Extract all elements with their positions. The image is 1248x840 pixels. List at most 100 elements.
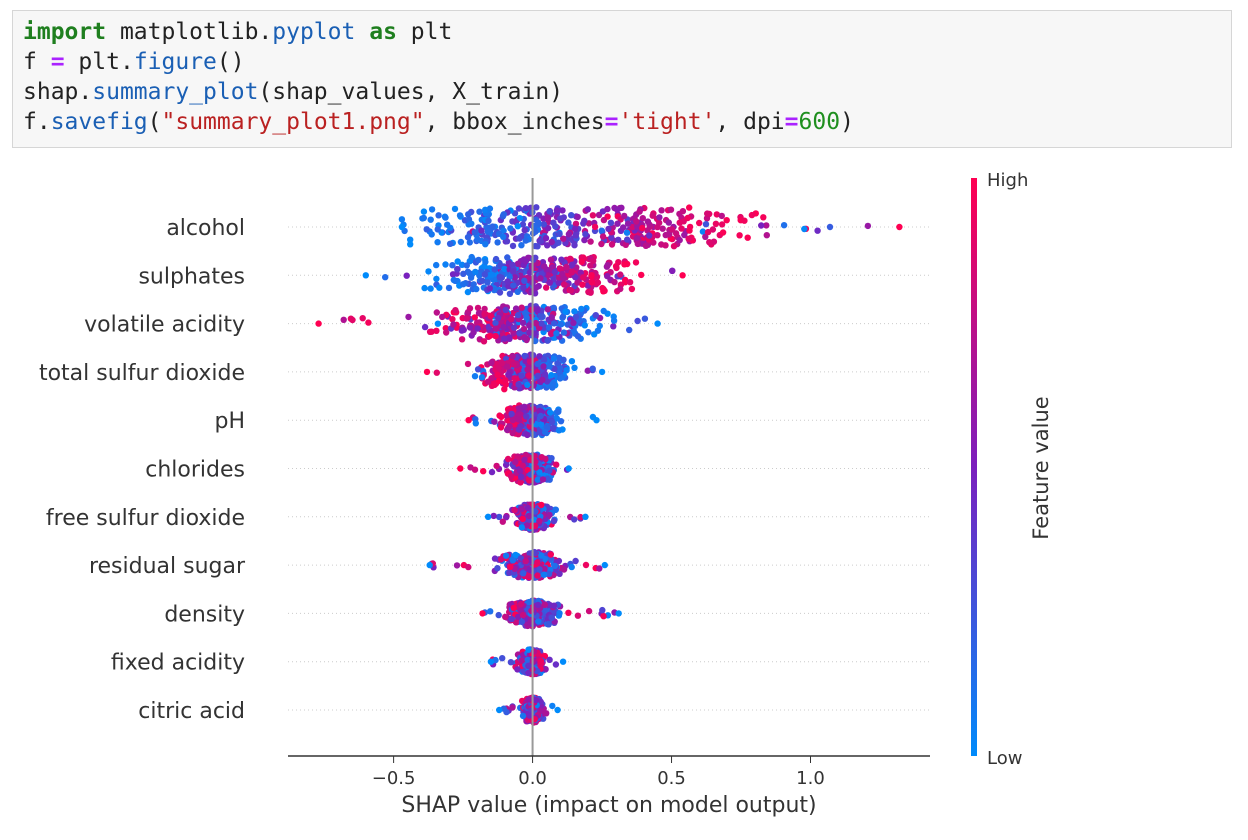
shap-dot: [626, 326, 633, 334]
shap-dot: [465, 417, 472, 424]
shap-dot: [512, 458, 519, 466]
shap-dot: [518, 372, 525, 379]
shap-dot: [634, 223, 641, 230]
code-token: "summary_plot1.png": [161, 109, 425, 135]
shap-dot: [763, 222, 770, 229]
shap-dot: [736, 232, 743, 239]
shap-dot: [525, 512, 533, 520]
shap-dot: [634, 317, 641, 325]
shap-dot: [557, 265, 564, 272]
shap-dot: [548, 238, 555, 246]
shap-dot: [507, 473, 515, 480]
shap-dot: [476, 208, 483, 215]
code-token: plt: [396, 19, 453, 45]
shap-dot: [668, 226, 676, 233]
code-line: shap.summary_plot(shap_values, X_train): [23, 77, 1221, 107]
shap-dot: [560, 235, 567, 242]
shap-dot: [565, 609, 572, 616]
shap-dot: [615, 236, 622, 243]
shap-dot: [547, 551, 554, 558]
shap-dot: [744, 234, 751, 241]
code-token: savefig: [50, 109, 148, 135]
shap-dot: [442, 261, 449, 268]
shap-dot: [497, 424, 505, 431]
feature-label: volatile acidity: [84, 313, 245, 338]
shap-dot: [544, 306, 551, 313]
shap-dot: [639, 224, 646, 232]
shap-dot: [480, 338, 488, 345]
shap-dot: [537, 657, 545, 665]
shap-dot: [622, 276, 629, 284]
shap-dot: [601, 287, 608, 294]
shap-dot: [525, 646, 532, 653]
shap-dot: [512, 305, 520, 312]
shap-dot: [495, 513, 503, 521]
shap-dot: [587, 262, 594, 269]
shap-dot: [471, 466, 479, 473]
shap-dot: [340, 316, 347, 323]
colorbar: [971, 178, 977, 756]
shap-dot: [542, 666, 549, 673]
x-tick-label: 0.5: [657, 768, 686, 789]
shap-dot: [509, 704, 516, 711]
shap-dot: [679, 208, 687, 215]
shap-dot: [535, 219, 542, 226]
shap-dot: [501, 386, 508, 393]
shap-dot: [718, 221, 726, 228]
shap-dot: [478, 227, 485, 234]
shap-dot: [524, 381, 531, 389]
shap-dot: [525, 572, 533, 579]
shap-dot: [526, 358, 534, 365]
shap-dot: [398, 216, 406, 223]
shap-dots: [315, 204, 903, 726]
shap-dot: [436, 284, 443, 291]
shap-dot: [460, 281, 467, 288]
code-cell[interactable]: import matplotlib.pyplot as plt f = plt.f…: [12, 10, 1232, 148]
shap-dot: [449, 316, 456, 323]
shap-dot: [538, 313, 545, 320]
shap-dot: [702, 233, 709, 240]
shap-dot: [646, 232, 653, 239]
feature-label: density: [164, 602, 245, 627]
shap-dot: [495, 611, 502, 619]
shap-dot: [481, 310, 488, 318]
shap-dot: [475, 310, 483, 317]
code-token: import: [23, 19, 107, 45]
shap-dot: [549, 702, 556, 710]
shap-dot: [501, 265, 508, 273]
shap-dot: [534, 476, 541, 483]
shap-dot: [427, 285, 434, 292]
shap-dot: [598, 368, 606, 376]
shap-dot: [525, 274, 532, 281]
shap-dot: [617, 271, 624, 278]
shap-dot: [445, 284, 453, 292]
shap-dot: [474, 366, 482, 373]
shap-dot: [473, 285, 480, 293]
shap-dot: [511, 274, 518, 281]
code-token: (): [216, 49, 245, 75]
shap-dot: [541, 565, 548, 573]
shap-dot: [514, 311, 522, 319]
shap-dot: [685, 235, 692, 242]
shap-dot: [468, 253, 475, 261]
shap-dot: [463, 315, 470, 322]
shap-dot: [554, 706, 561, 714]
shap-dot: [553, 330, 560, 337]
shap-dot: [551, 562, 559, 570]
shap-dot: [556, 610, 563, 617]
shap-dot: [534, 572, 541, 579]
shap-dot: [507, 659, 515, 666]
shap-dot: [458, 336, 466, 343]
shap-dot: [478, 374, 486, 381]
shap-dot: [624, 220, 632, 227]
shap-dot: [559, 207, 566, 214]
shap-dot: [525, 598, 533, 606]
shap-dot: [610, 317, 618, 324]
shap-dot: [510, 282, 517, 289]
shap-dot: [450, 321, 457, 328]
shap-dot: [532, 228, 539, 235]
code-line: f.savefig("summary_plot1.png", bbox_inch…: [23, 107, 1221, 137]
shap-dot: [502, 613, 509, 621]
shap-dot: [532, 697, 539, 704]
code-token: as: [369, 19, 397, 45]
